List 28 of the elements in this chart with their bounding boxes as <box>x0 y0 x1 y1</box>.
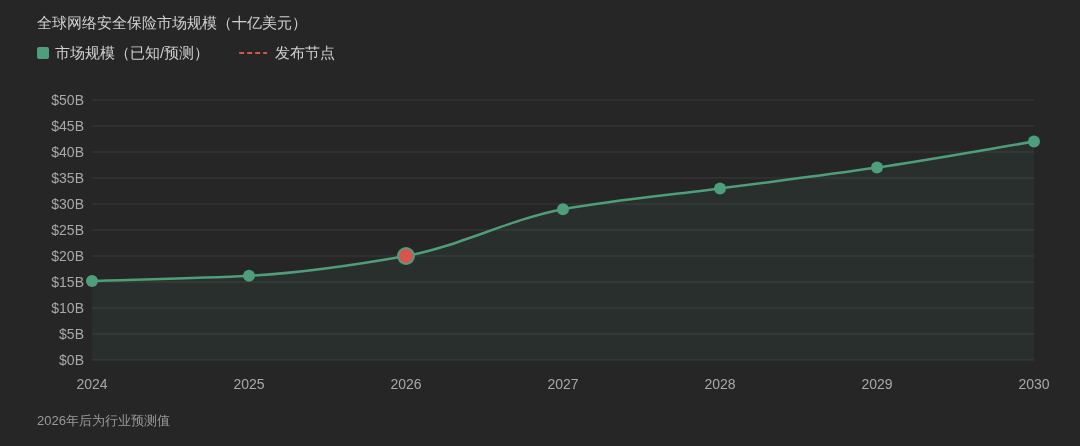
y-tick-label: $35B <box>51 170 84 186</box>
y-tick-label: $40B <box>51 144 84 160</box>
chart-title: 全球网络安全保险市场规模（十亿美元） <box>37 14 307 31</box>
y-tick-label: $30B <box>51 196 84 212</box>
x-tick-label: 2029 <box>861 376 893 392</box>
y-tick-label: $0B <box>59 352 84 368</box>
x-tick-label: 2028 <box>704 376 736 392</box>
point <box>86 274 98 287</box>
y-tick-label: $50B <box>51 92 84 108</box>
x-tick-label: 2024 <box>76 376 108 392</box>
point <box>557 203 569 216</box>
x-tick-label: 2025 <box>233 376 265 392</box>
legend-label: 市场规模（已知/预测） <box>55 44 210 61</box>
y-tick-label: $15B <box>51 274 84 290</box>
x-tick-label: 2027 <box>547 376 579 392</box>
point <box>243 269 255 282</box>
y-tick-label: $10B <box>51 300 84 316</box>
point <box>871 161 883 174</box>
point <box>1028 135 1040 148</box>
y-tick-label: $45B <box>51 118 84 134</box>
y-tick-label: $25B <box>51 222 84 238</box>
y-tick-label: $20B <box>51 248 84 264</box>
legend-label: 发布节点 <box>275 44 336 61</box>
point <box>714 182 726 195</box>
y-tick-label: $5B <box>59 326 84 342</box>
x-tick-label: 2030 <box>1018 376 1050 392</box>
x-tick-label: 2026 <box>390 376 422 392</box>
text: 2026年后为行业预测值 <box>37 413 170 428</box>
